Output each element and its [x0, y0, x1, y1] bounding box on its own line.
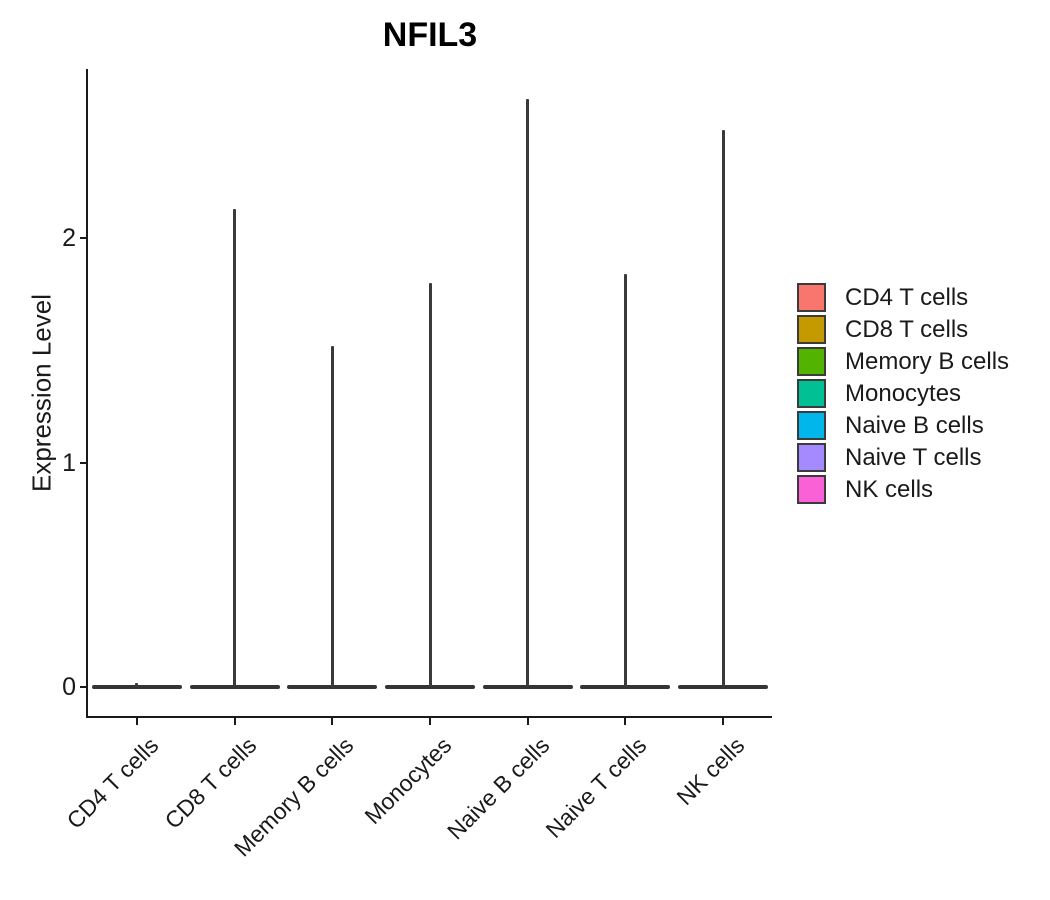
x-tick-label: CD8 T cells: [159, 732, 261, 834]
legend-label: Memory B cells: [845, 348, 1010, 375]
legend-label: CD4 T cells: [845, 284, 969, 311]
violin-spike: [623, 273, 627, 687]
plot-title: NFIL3: [382, 16, 478, 54]
x-tick-label: CD4 T cells: [61, 732, 164, 834]
violin-base: [189, 685, 280, 689]
violin-spike: [428, 282, 432, 687]
y-tick-label: 1: [62, 448, 76, 477]
legend-label: NK cells: [845, 476, 934, 503]
y-tick-label: 2: [62, 224, 76, 252]
x-tick-mark: [526, 717, 529, 725]
violin-base: [385, 685, 475, 689]
legend-label: CD8 T cells: [845, 316, 969, 343]
violin-base: [580, 685, 671, 689]
violin-spike: [330, 345, 334, 687]
violin-base: [287, 685, 378, 689]
violin-spike: [233, 208, 237, 687]
legend-swatch: [797, 315, 826, 344]
x-tick-label: Naive B cells: [441, 732, 555, 845]
y-tick-mark: [80, 461, 88, 464]
legend-swatch: [797, 411, 826, 440]
violin-base: [678, 685, 769, 689]
violin-base: [91, 685, 182, 689]
legend-swatch: [797, 443, 826, 472]
violin-spike: [721, 130, 725, 687]
legend-label: Monocytes: [845, 380, 962, 407]
legend-swatch: [797, 379, 826, 408]
x-tick-label: Monocytes: [359, 732, 457, 830]
x-tick-mark: [429, 717, 431, 725]
legend-label: Naive T cells: [845, 444, 982, 471]
y-axis-line: [86, 69, 88, 718]
x-tick-label: Naive T cells: [540, 732, 652, 843]
legend-swatch: [797, 347, 826, 376]
violin-base: [482, 685, 573, 689]
y-tick-label: 0: [62, 673, 76, 701]
y-tick-mark: [80, 237, 88, 239]
legend-swatch: [797, 475, 826, 504]
legend-swatch: [797, 283, 826, 312]
x-tick-mark: [233, 717, 236, 725]
x-tick-mark: [722, 717, 725, 725]
legend-label: Naive B cells: [845, 412, 984, 439]
x-tick-mark: [331, 717, 334, 725]
violin-spike: [135, 682, 139, 687]
x-tick-mark: [624, 717, 627, 725]
x-tick-label: NK cells: [671, 732, 750, 811]
violin-spike: [526, 98, 530, 687]
y-tick-mark: [80, 686, 88, 688]
x-tick-mark: [135, 717, 138, 725]
